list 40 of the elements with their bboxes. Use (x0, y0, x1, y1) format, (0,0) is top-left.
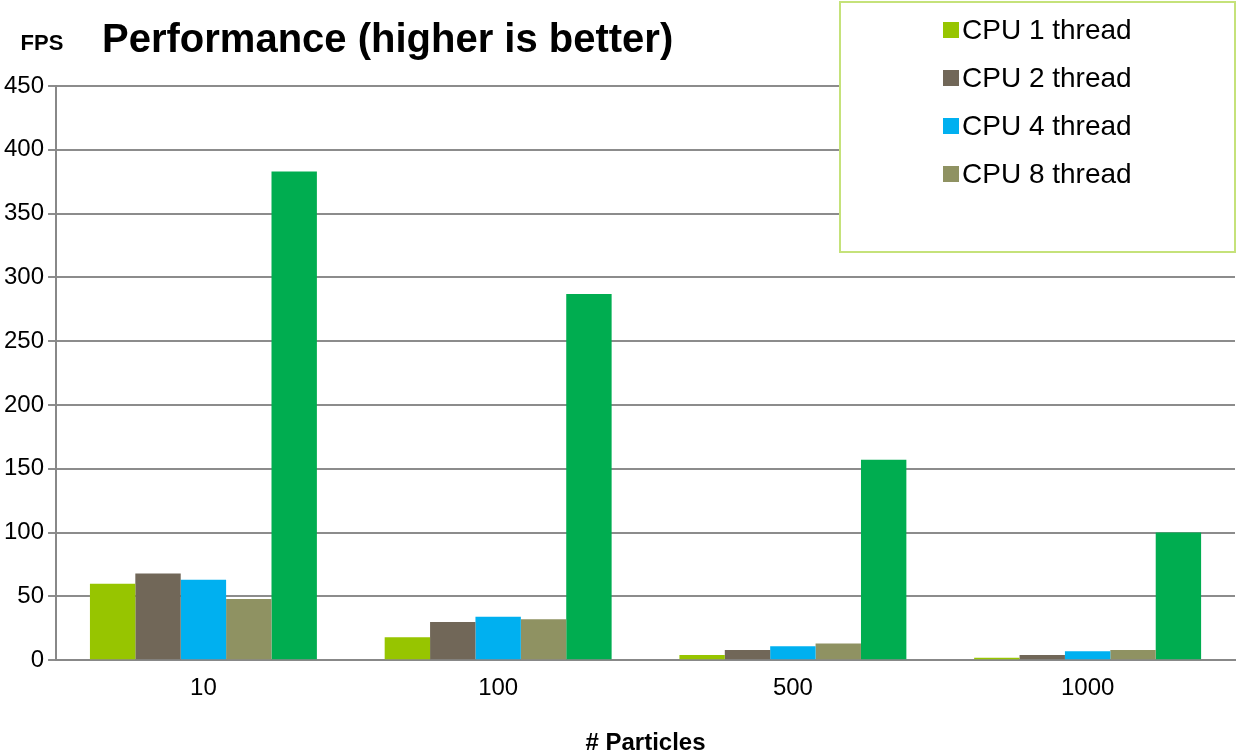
bar (724, 649, 771, 660)
bar (271, 171, 317, 660)
x-tick-label: 500 (772, 673, 813, 701)
x-axis-title: # Particles (585, 728, 706, 755)
bar (815, 643, 861, 660)
bar (384, 637, 431, 660)
bar (89, 583, 136, 660)
y-tick-label: 250 (4, 325, 45, 353)
bar (1155, 532, 1202, 660)
legend-label: CPU 1 thread (962, 13, 1132, 45)
y-tick-label: 150 (4, 453, 45, 481)
bar (180, 579, 227, 660)
bar (430, 621, 476, 660)
x-tick-label: 1000 (1060, 673, 1115, 701)
bar (1110, 649, 1156, 660)
y-tick-label: 0 (30, 644, 45, 672)
chart-title: Performance (higher is better) (102, 16, 674, 60)
bar (135, 573, 181, 660)
legend-label: CPU 4 thread (962, 109, 1132, 141)
y-tick-label: 100 (4, 517, 45, 545)
y-tick-label: 50 (17, 581, 45, 609)
x-tick-label: 10 (190, 673, 217, 701)
x-tick-label: 100 (478, 673, 519, 701)
bar (520, 619, 567, 660)
bar (566, 293, 612, 660)
legend-label: CPU 2 thread (962, 61, 1132, 93)
y-tick-label: 350 (4, 198, 45, 226)
bar (475, 616, 521, 660)
bar (1064, 651, 1111, 660)
y-tick-label: 400 (4, 134, 45, 162)
bar (226, 598, 272, 660)
bar (860, 459, 907, 660)
bar (679, 655, 725, 660)
y-tick-label: 300 (4, 262, 45, 290)
bar (1019, 655, 1065, 660)
bar (770, 646, 816, 660)
legend-label: CPU 8 thread (962, 157, 1132, 189)
y-tick-label: 200 (4, 389, 45, 417)
y-axis-title: FPS (20, 30, 64, 55)
y-tick-label: 450 (4, 70, 45, 98)
